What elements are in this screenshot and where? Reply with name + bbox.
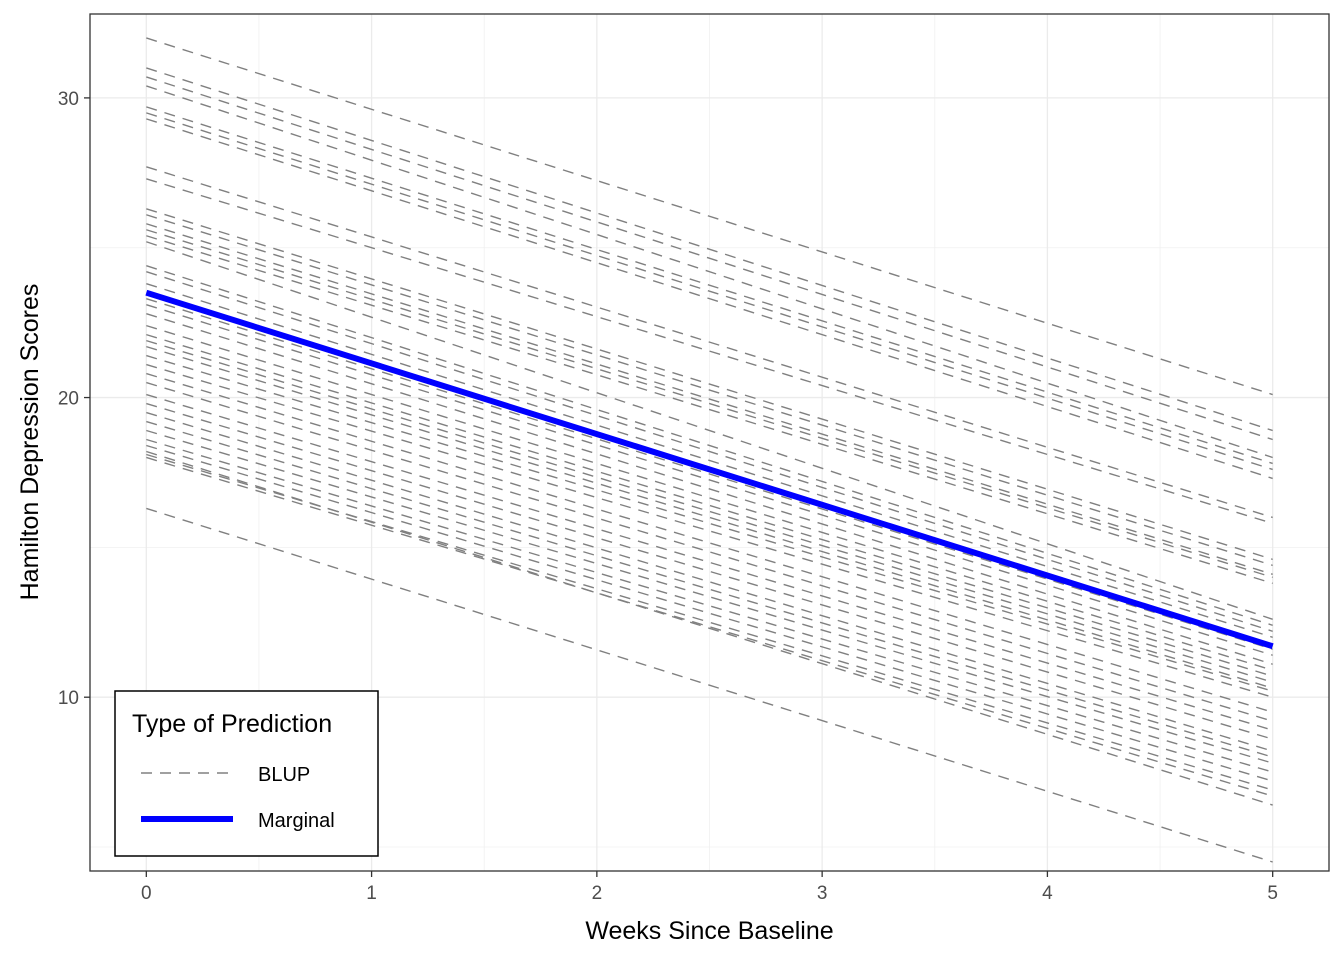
blup-line (146, 345, 1273, 689)
x-tick-label: 5 (1267, 883, 1278, 904)
legend-label-blup: BLUP (258, 764, 310, 786)
y-axis-ticks: 10 20 30 (58, 89, 90, 709)
blup-line (146, 402, 1273, 740)
blup-line (146, 411, 1273, 752)
x-tick-label: 2 (592, 883, 603, 904)
blup-line (146, 354, 1273, 692)
x-tick-label: 4 (1042, 883, 1053, 904)
blup-line (146, 112, 1273, 471)
legend-box (114, 690, 379, 857)
blup-line (146, 303, 1273, 656)
blup-line (146, 363, 1273, 698)
blup-line (146, 208, 1273, 561)
blup-line (146, 106, 1273, 465)
blup-line (146, 241, 1273, 620)
y-tick-label: 10 (58, 688, 79, 709)
blup-line (146, 450, 1273, 806)
blup-line (146, 456, 1273, 797)
blup-line (146, 372, 1273, 713)
blup-line (146, 214, 1273, 567)
blup-line (146, 339, 1273, 683)
x-tick-label: 0 (141, 883, 152, 904)
blup-line (146, 444, 1273, 782)
x-axis-title: Weeks Since Baseline (585, 917, 833, 945)
y-axis-title: Hamilton Depression Scores (16, 284, 44, 601)
x-axis-ticks: 0 1 2 3 4 5 (141, 871, 1278, 904)
x-tick-label: 3 (817, 883, 828, 904)
blup-lines (146, 37, 1273, 863)
blup-line (146, 76, 1273, 441)
blup-line (146, 297, 1273, 650)
blup-line (146, 438, 1273, 773)
plot-border (89, 13, 1330, 872)
y-tick-label: 20 (58, 389, 79, 410)
blup-line (146, 235, 1273, 585)
blup-line (146, 223, 1273, 576)
blup-line (146, 393, 1273, 731)
blup-line (146, 67, 1273, 432)
blup-line (146, 507, 1273, 863)
blup-line (146, 85, 1273, 459)
blup-line (146, 178, 1273, 525)
blup-line (146, 37, 1273, 396)
blup-line (146, 312, 1273, 665)
x-tick-label: 1 (366, 883, 377, 904)
legend: Type of Prediction BLUP Marginal (114, 690, 379, 857)
blup-line (146, 283, 1273, 638)
blup-line (146, 118, 1273, 480)
marginal-line-group (145, 289, 1274, 650)
blup-line (146, 166, 1273, 519)
blup-line (146, 229, 1273, 579)
blup-line (146, 271, 1273, 632)
legend-title: Type of Prediction (132, 710, 332, 738)
blup-line (146, 265, 1273, 626)
legend-label-marginal: Marginal (258, 810, 335, 832)
blup-line (146, 333, 1273, 677)
marginal-line (145, 289, 1274, 650)
y-tick-label: 30 (58, 89, 79, 110)
blup-line (146, 429, 1273, 764)
blup-line (146, 381, 1273, 722)
blup-line (146, 420, 1273, 758)
blup-line (146, 324, 1273, 671)
